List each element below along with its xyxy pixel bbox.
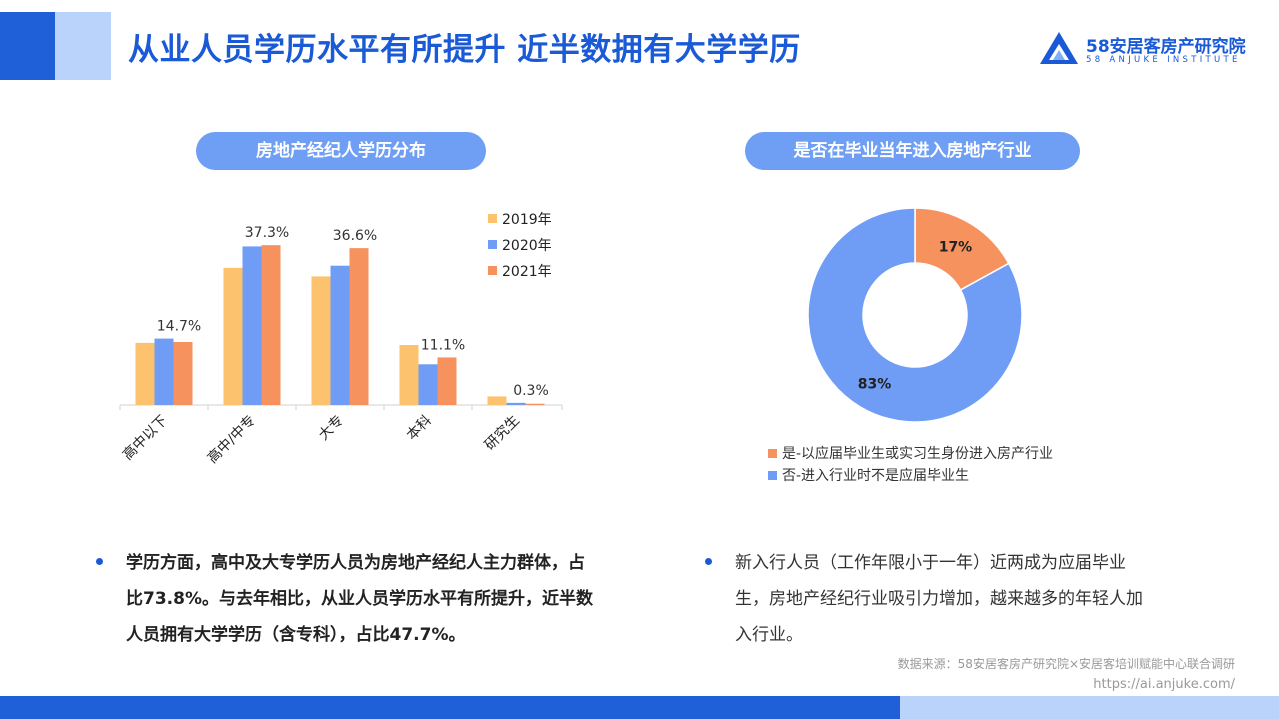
footer-band-dark xyxy=(0,696,900,719)
x-tick-label: 高中以下 xyxy=(119,412,171,464)
education-summary: 学历方面，高中及大专学历人员为房地产经纪人主力群体，占比73.8%。与去年相比，… xyxy=(96,545,596,653)
graduate-summary-text: 新入行人员（工作年限小于一年）近两成为应届毕业生，房地产经纪行业吸引力增加，越来… xyxy=(735,553,1143,645)
x-tick-label: 大专 xyxy=(316,413,347,444)
legend-label-no: 否-进入行业时不是应届毕业生 xyxy=(782,468,970,484)
graduate-chart-heading: 是否在毕业当年进入房地产行业 xyxy=(745,132,1080,170)
bar-data-label: 37.3% xyxy=(245,225,289,241)
legend-label-yes: 是-以应届毕业生或实习生身份进入房产行业 xyxy=(782,446,1054,462)
donut-value-label: 83% xyxy=(858,376,892,392)
bar-data-label: 14.7% xyxy=(157,319,201,335)
education-summary-text: 学历方面，高中及大专学历人员为房地产经纪人主力群体，占比73.8%。与去年相比，… xyxy=(126,553,593,645)
legend-label-2019: 2019年 xyxy=(502,212,552,228)
legend-swatch-2019 xyxy=(488,214,497,223)
source-url[interactable]: https://ai.anjuke.com/ xyxy=(1093,677,1235,692)
institute-logo: 58安居客房产研究院 58 ANJUKE INSTITUTE xyxy=(1038,30,1270,70)
education-bar-chart: 14.7% 高中以下 37.3% 高中/中专 36.6% 大专 11.1% 本科 0.3% 研究生… xyxy=(119,212,563,467)
bar-2019-2 xyxy=(311,276,331,405)
legend-swatch-yes xyxy=(768,449,777,458)
legend-swatch-2020 xyxy=(488,240,497,249)
donut-legend-no: 否-进入行业时不是应届毕业生 xyxy=(768,465,969,485)
bar-2021-4 xyxy=(525,403,545,405)
legend-label-2020: 2020年 xyxy=(502,238,552,254)
bullet-dot xyxy=(705,558,712,565)
bar-2021-1 xyxy=(261,245,281,405)
bar-data-label: 11.1% xyxy=(421,337,465,353)
bar-2021-3 xyxy=(437,357,457,405)
graduate-summary: 新入行人员（工作年限小于一年）近两成为应届毕业生，房地产经纪行业吸引力增加，越来… xyxy=(705,545,1145,653)
bar-2020-3 xyxy=(418,364,438,405)
bar-2021-0 xyxy=(173,342,193,405)
bar-2020-0 xyxy=(154,338,174,405)
bullet-dot xyxy=(96,558,103,565)
anjuke-logo-icon xyxy=(1040,32,1078,64)
bar-data-label: 36.6% xyxy=(333,228,377,244)
page-title: 从业人员学历水平有所提升 近半数拥有大学学历 xyxy=(128,32,801,68)
bar-data-label: 0.3% xyxy=(513,383,549,399)
logo-name-cn: 58安居客房产研究院 xyxy=(1086,37,1246,57)
header-accent-dark xyxy=(0,12,55,80)
bar-2019-3 xyxy=(399,345,419,405)
x-tick-label: 研究生 xyxy=(482,413,523,454)
donut-slice-no xyxy=(807,207,1023,423)
bar-2020-2 xyxy=(330,265,350,405)
bar-2019-4 xyxy=(487,396,507,405)
logo-name-en: 58 ANJUKE INSTITUTE xyxy=(1086,55,1241,65)
footer-band-light xyxy=(900,696,1279,719)
legend-swatch-no xyxy=(768,471,777,480)
legend-label-2021: 2021年 xyxy=(502,264,552,280)
graduate-donut-chart: 17% 83% xyxy=(807,207,1023,423)
donut-legend-yes: 是-以应届毕业生或实习生身份进入房产行业 xyxy=(768,443,1053,463)
bar-2020-1 xyxy=(242,246,262,405)
bar-2019-0 xyxy=(135,342,155,405)
bar-2019-1 xyxy=(223,267,243,405)
education-chart-heading: 房地产经纪人学历分布 xyxy=(196,132,486,170)
bar-2021-2 xyxy=(349,248,369,405)
x-tick-label: 本科 xyxy=(404,413,435,444)
donut-value-label: 17% xyxy=(939,240,973,256)
data-source: 数据来源：58安居客房产研究院×安居客培训赋能中心联合调研 xyxy=(897,657,1235,671)
header-accent-light xyxy=(55,12,111,80)
legend-swatch-2021 xyxy=(488,266,497,275)
x-tick-label: 高中/中专 xyxy=(204,412,259,467)
bar-2020-4 xyxy=(506,402,526,405)
